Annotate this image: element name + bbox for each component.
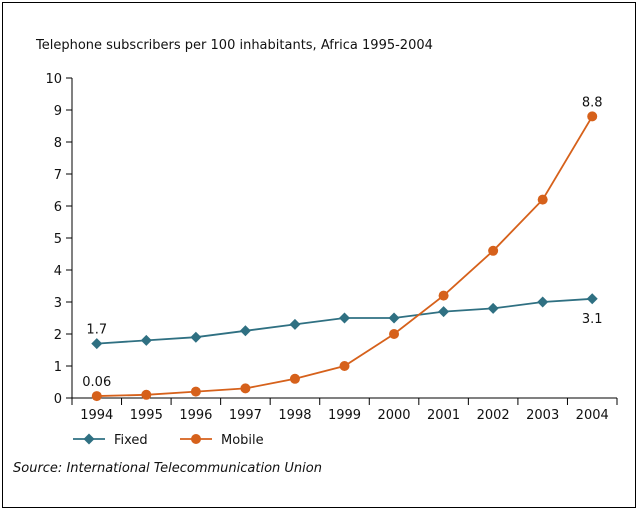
- legend-label: Fixed: [114, 433, 148, 448]
- fixed-point: [140, 334, 152, 346]
- series-fixed: [91, 293, 598, 350]
- x-tick-label: 2000: [377, 408, 410, 423]
- data-label: 8.8: [582, 95, 603, 110]
- x-tick-label: 1996: [179, 408, 212, 423]
- x-tick-label: 2004: [576, 408, 609, 423]
- x-tick-label: 1997: [229, 408, 262, 423]
- y-tick-label: 2: [54, 328, 62, 343]
- legend-marker: [83, 433, 95, 445]
- mobile-point: [289, 373, 300, 384]
- mobile-point: [91, 391, 102, 402]
- mobile-point: [339, 361, 350, 371]
- source-note: Source: International Telecommunication …: [13, 461, 322, 476]
- legend: Fixed Mobile: [73, 433, 264, 448]
- x-tick-label: 1994: [80, 408, 113, 423]
- y-tick-label: 6: [54, 200, 62, 215]
- y-tick-label: 3: [54, 296, 62, 311]
- y-tick-label: 4: [54, 264, 62, 279]
- mobile-point: [587, 111, 598, 122]
- fixed-point: [586, 293, 598, 305]
- x-tick-label: 2003: [526, 408, 559, 423]
- legend-item-mobile: Mobile: [180, 433, 264, 448]
- mobile-line: [96, 115, 594, 397]
- fixed-point: [537, 296, 549, 308]
- x-ticks: 1994 1995 1996 1997 1998 1999 2000 2001 2002 2003…: [71, 398, 618, 423]
- fixed-point: [91, 338, 103, 350]
- data-label: 0.06: [82, 375, 111, 390]
- y-tick-label: 7: [54, 168, 62, 183]
- annotations: 1.7 0.06 8.8 3.1: [82, 95, 602, 390]
- mobile-point: [141, 389, 152, 400]
- data-label: 1.7: [86, 323, 107, 338]
- y-ticks: 0 1 2 3 4 5 6 7 8 9 10: [45, 72, 72, 407]
- y-tick-label: 9: [54, 104, 62, 119]
- y-tick-label: 0: [54, 392, 62, 407]
- y-tick-label: 8: [54, 136, 62, 151]
- mobile-point: [438, 290, 449, 301]
- fixed-point: [388, 312, 400, 324]
- legend-label: Mobile: [221, 433, 264, 448]
- x-tick-label: 2002: [477, 408, 510, 423]
- x-tick-label: 1995: [130, 408, 163, 423]
- series-layer: [91, 111, 598, 402]
- fixed-point: [339, 312, 350, 324]
- fixed-point: [239, 325, 251, 337]
- mobile-point: [389, 329, 400, 339]
- fixed-point: [487, 302, 499, 314]
- data-label: 3.1: [582, 312, 603, 327]
- chart-title: Telephone subscribers per 100 inhabitant…: [36, 38, 433, 53]
- chart-frame: [2, 2, 636, 508]
- fixed-point: [190, 331, 202, 343]
- y-tick-label: 10: [45, 72, 62, 87]
- mobile-point: [240, 383, 251, 394]
- mobile-point: [537, 194, 548, 205]
- y-tick-label: 5: [54, 232, 62, 247]
- fixed-point: [438, 306, 450, 318]
- x-tick-label: 1999: [328, 408, 361, 423]
- x-tick-label: 2001: [427, 408, 460, 423]
- mobile-point: [488, 245, 499, 256]
- fixed-point: [289, 318, 301, 330]
- y-tick-label: 1: [54, 360, 62, 375]
- mobile-point: [190, 386, 201, 397]
- series-mobile: [91, 111, 598, 402]
- legend-marker: [191, 434, 201, 444]
- x-tick-label: 1998: [278, 408, 311, 423]
- legend-item-fixed: Fixed: [73, 433, 148, 448]
